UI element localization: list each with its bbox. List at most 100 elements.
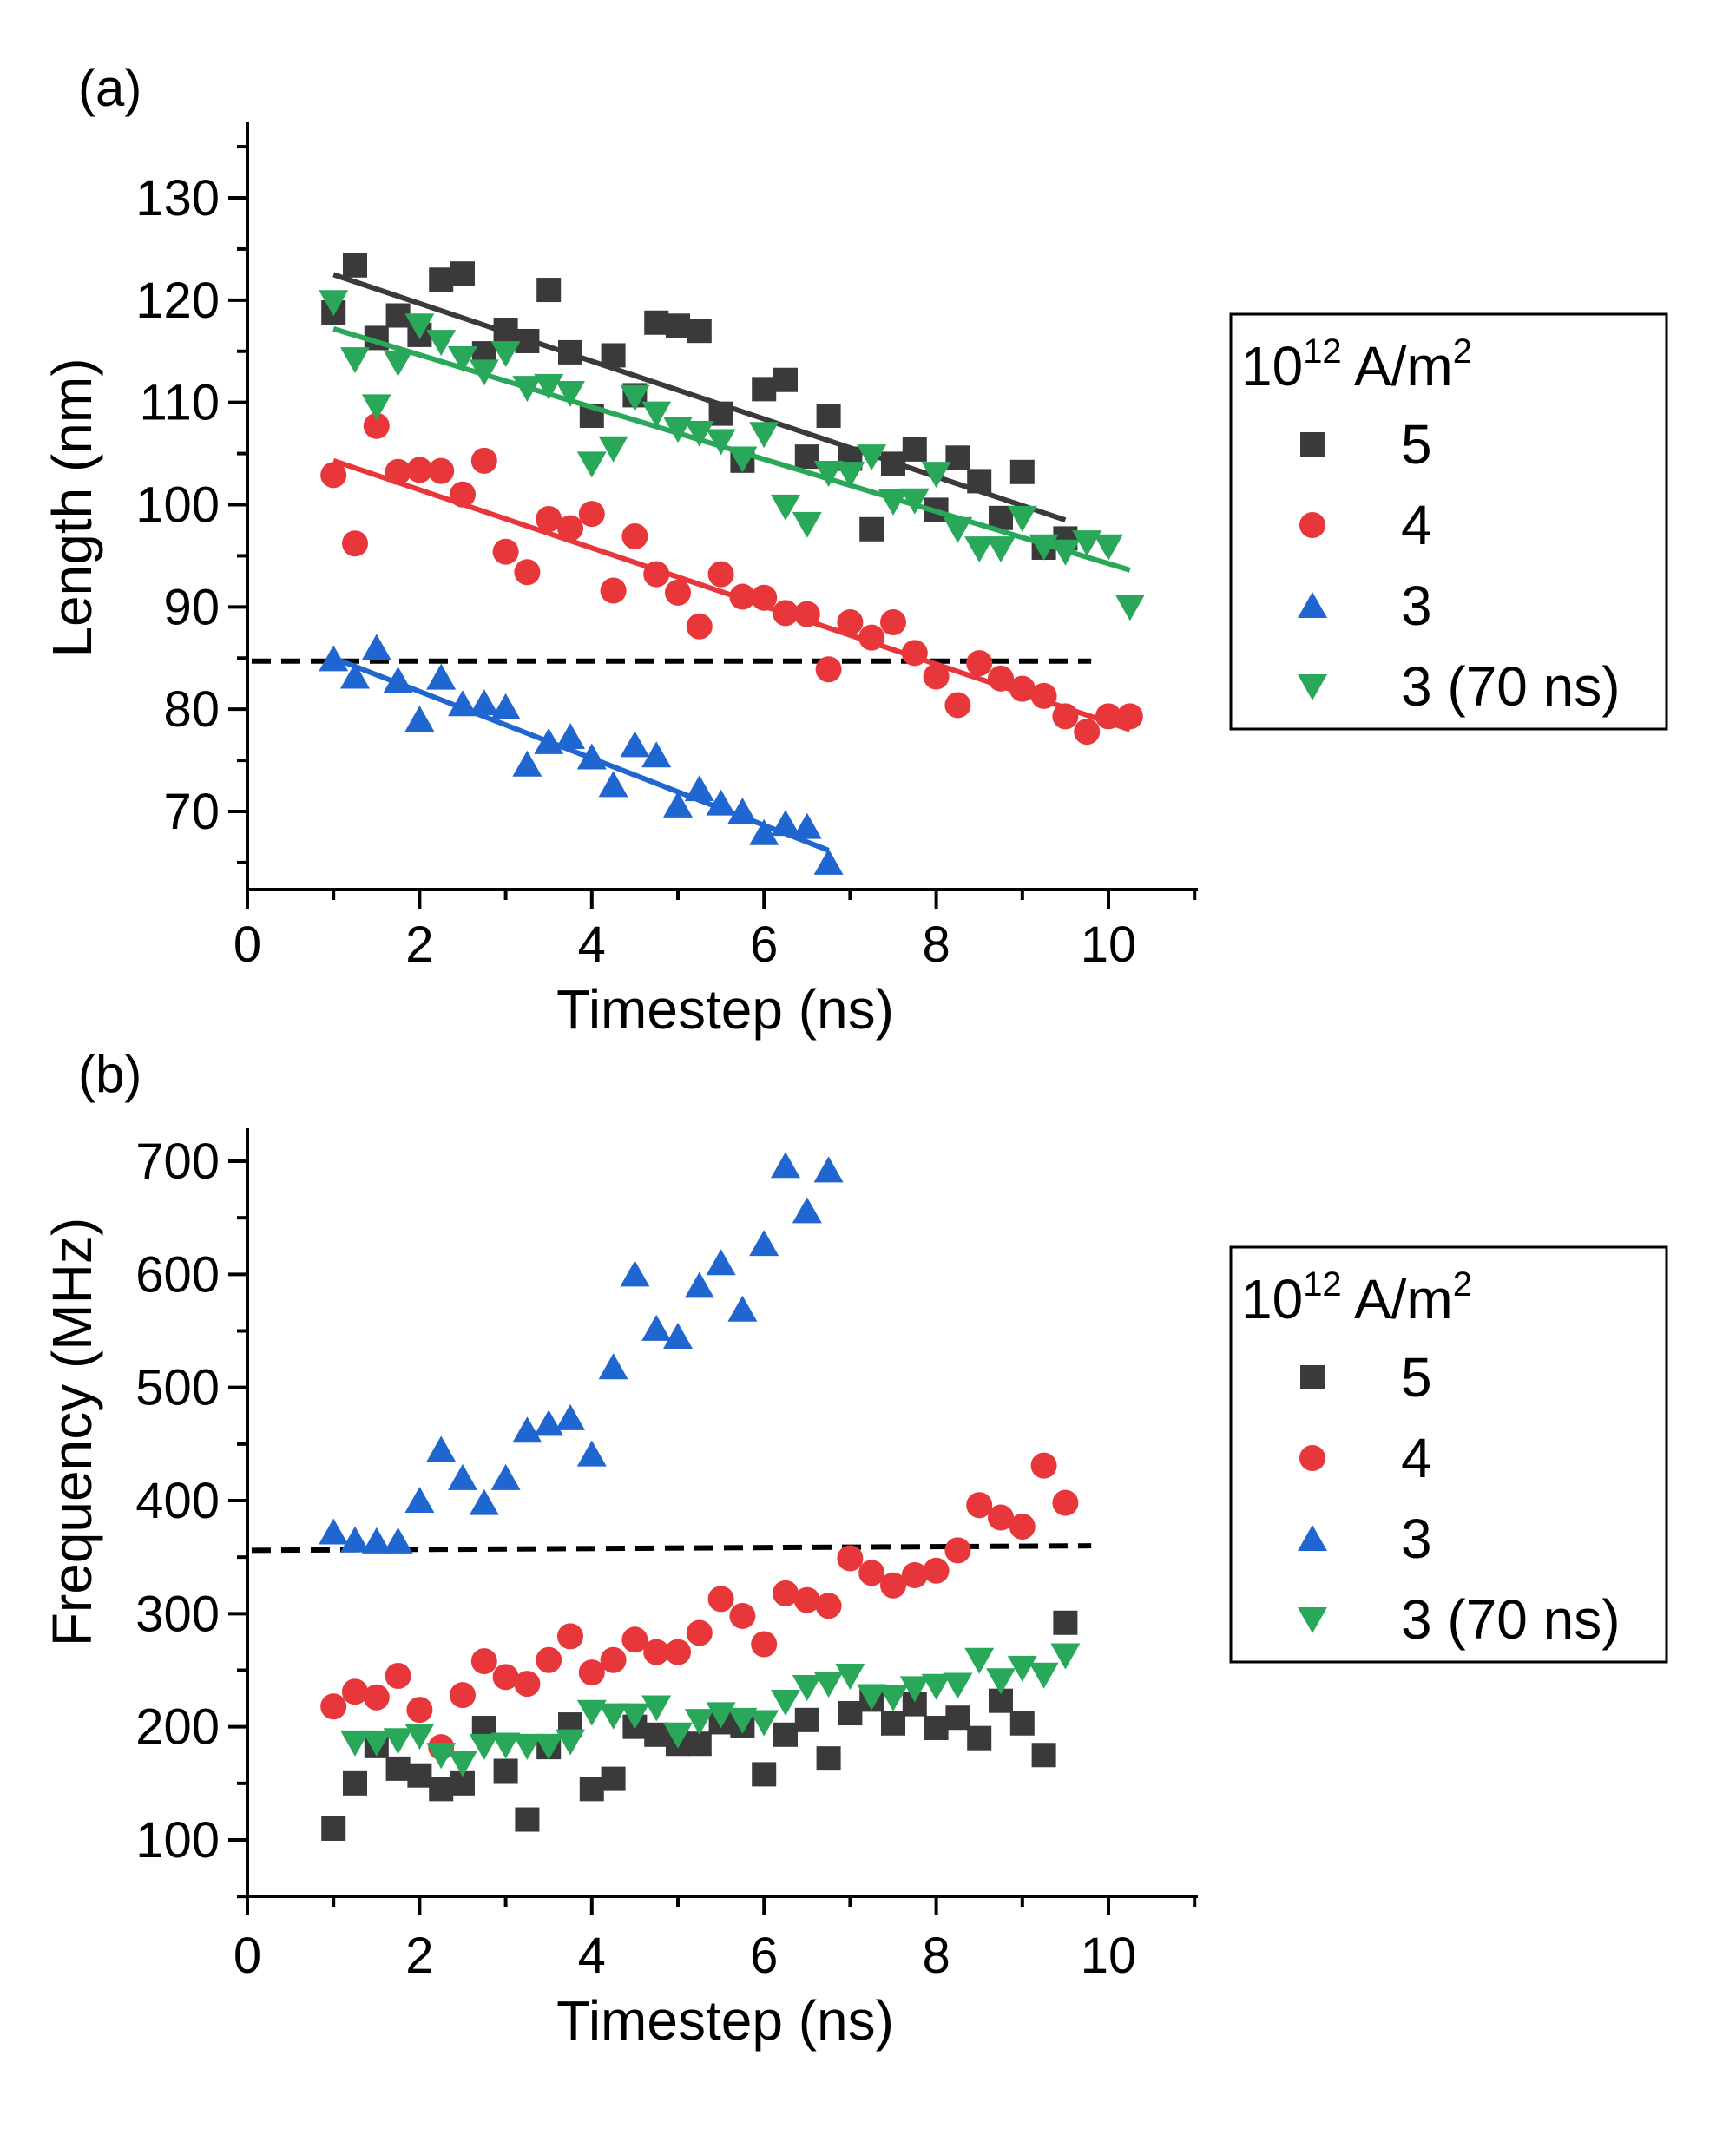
data-point — [857, 1684, 887, 1711]
chart-panel-b: (b) 0 2 4 6 8 10 100 200 300 400 500 600 700 Timestep … — [41, 1045, 1668, 2052]
data-point — [641, 741, 672, 768]
data-point — [1007, 505, 1037, 532]
data-point — [813, 848, 844, 875]
fit-line — [332, 272, 1067, 523]
data-point — [771, 1689, 800, 1716]
fit-line — [332, 325, 1131, 573]
legend-label: 4 — [1401, 1427, 1432, 1489]
y-tick-label: 110 — [140, 375, 220, 431]
data-point — [469, 689, 499, 716]
legend-label: 5 — [1401, 413, 1432, 476]
data-point — [426, 1435, 457, 1462]
data-point — [794, 444, 819, 470]
fit-line — [332, 655, 830, 853]
data-point — [684, 421, 714, 448]
legend-label: 3 (70 ns) — [1401, 1588, 1621, 1651]
series-3 — [319, 1152, 844, 1554]
data-point — [598, 1353, 628, 1380]
data-point — [923, 1557, 950, 1584]
data-point — [320, 462, 347, 489]
data-point — [512, 1416, 542, 1443]
fit-line — [332, 457, 1131, 732]
x-tick-label: 6 — [750, 1928, 778, 1984]
data-point — [598, 771, 628, 798]
data-point — [921, 1673, 951, 1700]
data-point — [536, 1646, 562, 1673]
x-tick-label: 0 — [233, 1928, 261, 1984]
data-point — [794, 1707, 819, 1732]
legend-label: 4 — [1401, 494, 1432, 556]
data-point — [534, 1733, 564, 1760]
data-point — [578, 1659, 605, 1686]
legend-label: 3 — [1401, 575, 1432, 637]
data-point — [404, 1724, 435, 1751]
data-point — [988, 1504, 1014, 1531]
data-point — [428, 457, 455, 484]
data-point — [534, 373, 564, 400]
data-point — [752, 377, 777, 402]
series-3-70-ns — [319, 290, 1145, 621]
data-point — [492, 1664, 519, 1691]
data-point — [556, 1403, 585, 1430]
legend-title-base: 10 — [1241, 335, 1303, 397]
data-point — [404, 705, 435, 732]
series-5 — [321, 1610, 1078, 1841]
x-tick-label: 4 — [578, 916, 606, 973]
data-point — [666, 313, 690, 338]
data-point — [556, 381, 585, 408]
data-point — [429, 1777, 454, 1802]
data-point — [620, 384, 650, 411]
data-point — [792, 1675, 822, 1702]
data-point — [576, 451, 607, 478]
data-point — [598, 1703, 628, 1730]
data-point — [490, 1463, 521, 1490]
data-point — [773, 367, 798, 392]
data-point — [665, 579, 691, 606]
data-point — [792, 812, 822, 839]
data-point — [490, 1732, 521, 1759]
legend-marker — [1298, 1525, 1327, 1551]
data-point — [514, 1671, 541, 1698]
data-point — [944, 692, 971, 719]
data-point — [557, 515, 583, 542]
data-point — [1072, 530, 1102, 557]
data-point — [641, 1695, 672, 1722]
series-3-70-ns — [340, 1643, 1081, 1777]
data-point — [343, 253, 367, 278]
data-point — [749, 818, 779, 845]
data-point — [426, 1743, 457, 1770]
data-point — [752, 1762, 777, 1787]
data-point — [837, 1545, 864, 1572]
data-point — [859, 516, 884, 542]
data-point — [448, 1751, 477, 1777]
y-tick-label: 600 — [135, 1246, 220, 1303]
legend-label: 5 — [1401, 1346, 1432, 1409]
panel-label: (b) — [78, 1045, 141, 1103]
data-point — [512, 750, 542, 777]
legend-title-unit: A/m — [1342, 335, 1453, 397]
data-point — [749, 422, 779, 449]
data-point — [620, 1703, 650, 1730]
legend-title: 1012 A/m2 — [1241, 332, 1472, 397]
y-tick-label: 130 — [135, 170, 220, 227]
y-tick-label: 500 — [135, 1360, 220, 1416]
data-point — [727, 1707, 758, 1734]
data-point — [536, 278, 562, 303]
x-tick-label: 6 — [750, 916, 778, 973]
data-point — [363, 412, 390, 439]
data-point — [986, 536, 1016, 563]
data-point — [684, 1271, 714, 1298]
data-point — [469, 1488, 499, 1515]
data-point — [663, 791, 693, 818]
data-point — [773, 1722, 798, 1747]
data-point — [813, 460, 844, 487]
legend-item: 5 — [1300, 413, 1432, 476]
legend-marker — [1299, 512, 1325, 538]
data-point — [1009, 1711, 1035, 1736]
legend-title-unit-exp: 2 — [1453, 332, 1472, 371]
y-tick-label: 120 — [135, 273, 220, 329]
data-point — [1052, 1489, 1079, 1516]
data-point — [621, 1626, 648, 1653]
data-point — [665, 1639, 691, 1665]
